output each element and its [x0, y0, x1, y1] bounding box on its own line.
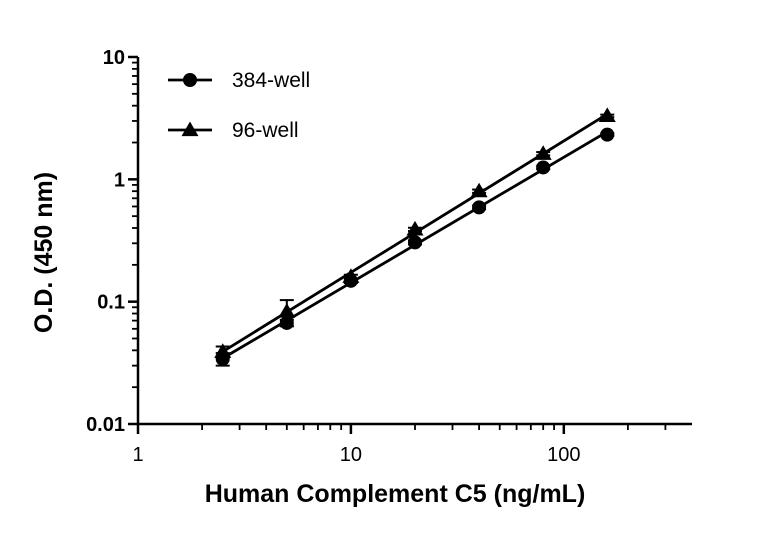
series-layer	[214, 107, 616, 367]
y-tick-label: 0.1	[97, 292, 125, 314]
y-axis-title: O.D. (450 nm)	[30, 172, 58, 333]
data-point-circle	[408, 235, 422, 250]
x-tick-label: 10	[340, 444, 362, 466]
series-2	[214, 107, 616, 359]
data-point-triangle	[214, 343, 232, 358]
y-tick-label: 0.01	[86, 414, 125, 436]
y-tick-label: 1	[114, 169, 125, 191]
ticks	[128, 55, 667, 434]
legend-item-2: 96-well	[168, 119, 299, 142]
x-tick-label: 100	[547, 444, 580, 466]
data-point-circle	[536, 160, 551, 175]
x-tick-label: 1	[132, 444, 143, 466]
legend-item-1: 384-well	[168, 69, 310, 92]
data-point-triangle	[470, 182, 488, 198]
tick-labels: 1 10 100 0.01 0.1 1 10	[86, 47, 580, 466]
legend-label: 96-well	[232, 119, 299, 142]
legend-label: 384-well	[232, 69, 310, 92]
legend: 384-well 96-well	[168, 69, 310, 142]
data-point-circle	[600, 127, 615, 142]
legend-marker-circle	[183, 73, 197, 87]
data-point-triangle	[278, 303, 296, 318]
data-point-triangle	[342, 268, 360, 283]
data-point-triangle	[598, 107, 616, 123]
series-1	[215, 127, 615, 367]
data-point-circle	[472, 200, 487, 215]
legend-marker-triangle	[181, 121, 199, 137]
data-point-triangle	[406, 220, 424, 236]
y-tick-label: 10	[103, 47, 125, 69]
x-axis-title: Human Complement C5 (ng/mL)	[205, 480, 586, 508]
data-point-triangle	[534, 145, 552, 160]
